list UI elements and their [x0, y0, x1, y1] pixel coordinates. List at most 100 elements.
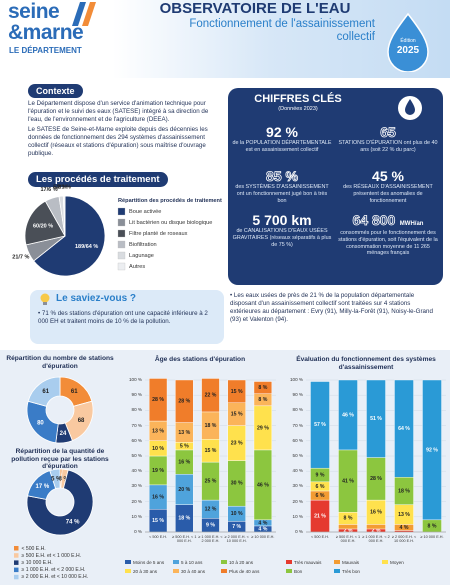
legend-label: Plus de 40 ans [229, 568, 260, 574]
legend-swatch [173, 560, 179, 564]
chart-title: Répartition du nombre de stations d'épur… [6, 355, 114, 370]
brand-subtitle: LE DÉPARTEMENT [9, 46, 82, 55]
data-label: 46 % [257, 482, 269, 488]
figure-text: des SYSTÈMES D'ASSAINISSEMENT ont un fon… [235, 184, 329, 204]
legend-swatch [334, 569, 340, 573]
y-tick-label: 80 % [131, 407, 142, 413]
data-label: 8 % [258, 385, 267, 391]
legend-swatch [117, 229, 126, 238]
bar-segment [338, 379, 358, 451]
chart-title: Âge des stations d'épuration [154, 356, 246, 363]
bar-segment [366, 524, 386, 530]
legend-label: 5 à 10 ans [181, 559, 203, 565]
legend-swatch [14, 546, 19, 551]
data-label: 8 % [344, 516, 353, 522]
figure-unit: MWH/an [399, 221, 424, 227]
data-label: 20 % [178, 487, 190, 493]
y-tick-label: 60 % [131, 437, 142, 443]
data-label: 13 % [152, 428, 164, 434]
data-label: 6 % [316, 484, 325, 490]
y-tick-label: 10 % [131, 513, 142, 519]
legend-label: Lit bactérien ou disque biologique [129, 219, 213, 226]
bar-segment [338, 524, 358, 530]
data-label: 30 % [231, 481, 243, 487]
data-label: 12 % [205, 507, 217, 513]
bulb-icon [40, 293, 50, 305]
bar-segment [201, 378, 220, 413]
y-tick-label: 60 % [292, 437, 303, 443]
y-tick-label: 90 % [131, 392, 142, 398]
figure-text: STATIONS D'ÉPURATION ont plus de 40 ans … [338, 140, 438, 153]
bar-segment [227, 379, 246, 403]
bar-segment [253, 381, 273, 394]
data-label: 13 % [178, 430, 190, 436]
figure: 92 % [266, 124, 298, 140]
data-label: 15 % [231, 412, 243, 418]
figure: 64 800 [352, 212, 396, 229]
legend-label: ≥ 10 000 E.H. [21, 559, 53, 566]
key-title: CHIFFRES CLÉS [254, 93, 342, 105]
legend-label: Mauvais [342, 559, 360, 565]
legend-label: Biofiltration [129, 241, 157, 248]
y-tick-label: 70 % [292, 422, 303, 428]
y-tick-label: 40 % [131, 468, 142, 474]
key-figure: 5 700 km de CANALISATIONS D'EAUX USÉES GR… [232, 212, 332, 248]
section-title: Le saviez-vous ? [56, 293, 137, 304]
data-label: 18 % [178, 516, 190, 522]
data-label: 5 % [51, 476, 62, 482]
legend-label: Très mauvais [294, 559, 322, 565]
x-tick-label: ≥ 1 000 E.H. < 2 000 E.H. [198, 535, 223, 544]
data-label: 61 [42, 389, 49, 395]
data-label: 4 % [258, 520, 267, 526]
data-label: 6 % [316, 493, 325, 499]
context-text: Le Département dispose d'un service d'an… [28, 100, 224, 160]
data-label: 189/64 % [75, 244, 98, 250]
bar-segment [366, 379, 386, 458]
x-tick-label: ≥ 500 E.H. < 1 000 E.H. [335, 535, 361, 544]
key-figure: 45 % des RÉSEAUX D'ASSAINISSEMENT présent… [338, 168, 438, 204]
data-label: 8 % [428, 523, 437, 529]
data-label: 21 % [314, 513, 326, 519]
header [0, 0, 450, 78]
figure-text: des RÉSEAUX D'ASSAINISSEMENT présentent … [343, 184, 433, 204]
legend-label: Moins de 5 ans [133, 559, 165, 565]
y-tick-label: 80 % [292, 407, 303, 413]
legend-swatch [221, 560, 227, 564]
legend-label: Autres [129, 263, 146, 270]
key-figure: 85 % des SYSTÈMES D'ASSAINISSEMENT ont un… [232, 168, 332, 204]
data-label: 25 % [205, 478, 217, 484]
y-tick-label: 0 % [295, 529, 303, 534]
y-tick-label: 0 % [134, 529, 142, 534]
data-label: 28 % [152, 397, 164, 403]
data-label: 5/2 % [53, 185, 67, 191]
legend-label: < 500 E.H. [21, 545, 46, 552]
brand: &marne [8, 21, 84, 44]
y-tick-label: 50 % [292, 453, 303, 458]
data-label: 24 [60, 431, 67, 437]
figure-text: consommés pour le fonctionnement des sta… [338, 230, 438, 257]
data-label: 16 % [152, 494, 164, 500]
data-label: 9 % [206, 523, 215, 529]
data-label: 17/6 % [41, 187, 58, 193]
legend-swatch [334, 560, 340, 564]
figure: 85 % [266, 168, 299, 185]
data-label: 7 % [232, 524, 241, 530]
y-tick-label: 30 % [292, 483, 303, 489]
data-label: 41 % [342, 478, 354, 484]
legend-swatch [382, 560, 388, 564]
edition-year: 2025 [396, 45, 420, 56]
legend-label: Filtre planté de roseaux [129, 230, 188, 237]
bar-segment [422, 379, 442, 521]
x-tick-label: ≥ 1 000 E.H. < 2 000 E.H. [362, 535, 390, 544]
legend-label: ≥ 500 E.H. et < 1 000 E.H. [21, 552, 82, 559]
subtitle: Fonctionnement de l'assainissement colle… [189, 18, 375, 44]
legend-label: Boue activée [129, 208, 162, 215]
data-label: 18 % [398, 488, 410, 494]
legend-swatch [125, 569, 131, 573]
data-label: 10 % [152, 446, 164, 452]
legend-label: 10 à 20 ans [229, 559, 254, 565]
legend-swatch [117, 251, 126, 260]
data-label: 19 % [152, 468, 164, 474]
figure: 45 % [372, 168, 404, 184]
data-label: 4 % [400, 525, 409, 531]
